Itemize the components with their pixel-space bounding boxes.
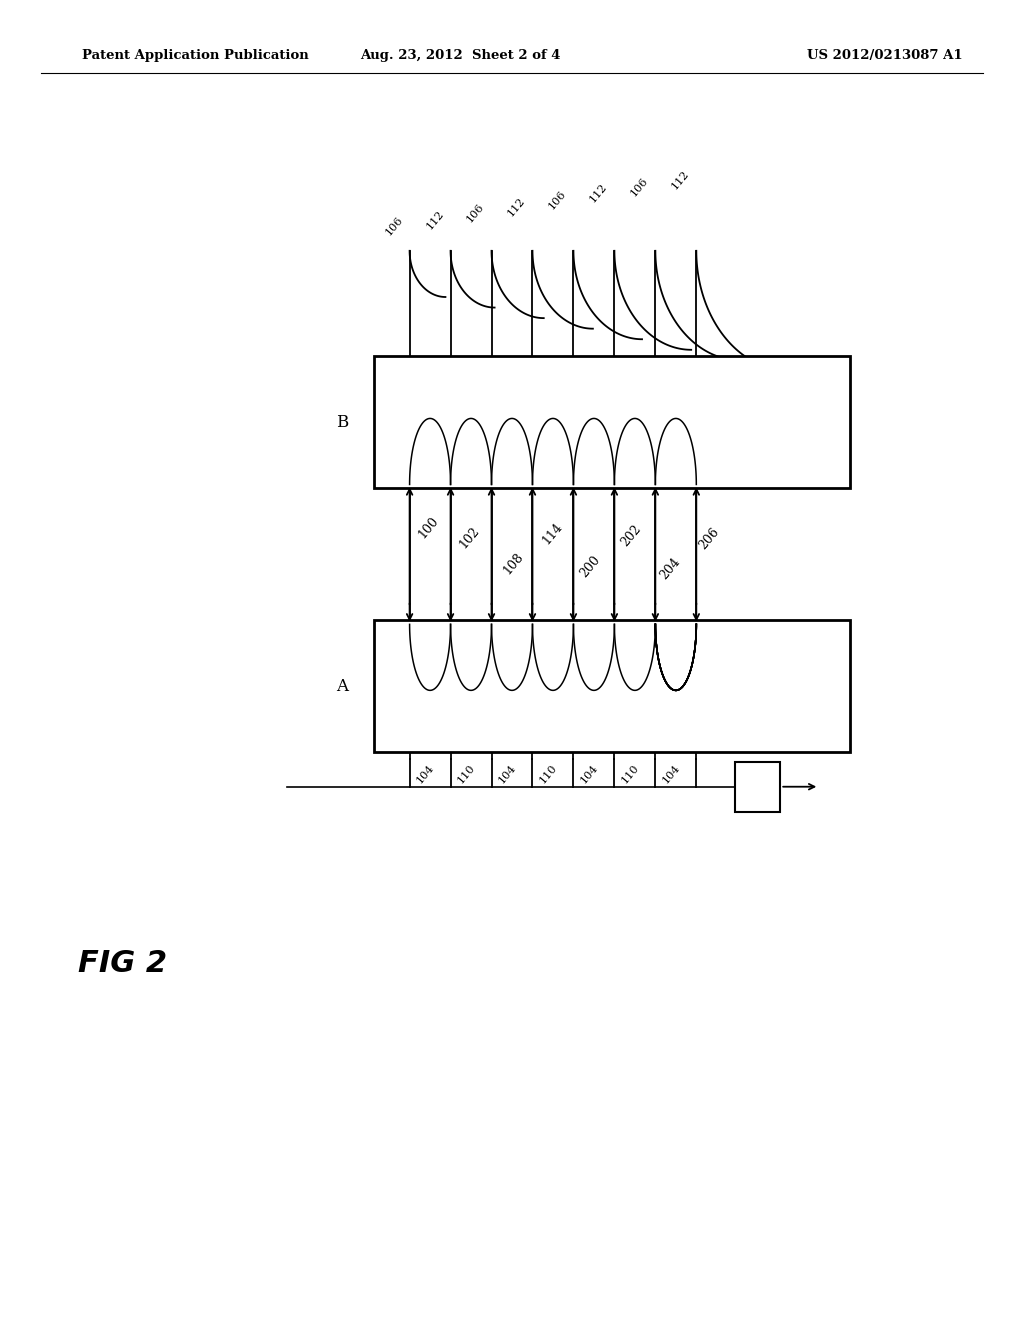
Text: A: A: [336, 678, 348, 694]
Text: 106: 106: [465, 202, 486, 224]
Text: 202: 202: [618, 523, 644, 549]
Text: 112: 112: [424, 209, 445, 231]
Text: 108: 108: [501, 550, 526, 577]
Text: B: B: [336, 414, 348, 430]
Text: 112: 112: [670, 169, 691, 191]
Text: US 2012/0213087 A1: US 2012/0213087 A1: [807, 49, 963, 62]
Text: 106: 106: [383, 215, 404, 238]
Text: 110: 110: [538, 763, 559, 785]
Text: FIG 2: FIG 2: [78, 949, 168, 978]
Text: 112: 112: [588, 182, 609, 205]
Text: 106: 106: [547, 189, 568, 211]
Text: 100: 100: [416, 515, 441, 541]
Text: 200: 200: [578, 553, 603, 579]
Text: 104: 104: [415, 763, 436, 785]
Text: 206: 206: [696, 525, 722, 552]
Text: 114: 114: [540, 520, 565, 546]
Text: 104: 104: [579, 763, 600, 785]
Text: Patent Application Publication: Patent Application Publication: [82, 49, 308, 62]
Bar: [374, 356, 850, 488]
Bar: [735, 762, 780, 812]
Text: 110: 110: [456, 763, 477, 785]
Text: 204: 204: [657, 556, 683, 582]
Text: Aug. 23, 2012  Sheet 2 of 4: Aug. 23, 2012 Sheet 2 of 4: [360, 49, 561, 62]
Text: 112: 112: [506, 195, 527, 218]
Text: 104: 104: [497, 763, 518, 785]
Bar: [374, 620, 850, 752]
Text: 102: 102: [457, 524, 482, 550]
Text: 106: 106: [629, 176, 650, 198]
Text: 110: 110: [620, 763, 641, 785]
Text: 104: 104: [660, 763, 682, 785]
